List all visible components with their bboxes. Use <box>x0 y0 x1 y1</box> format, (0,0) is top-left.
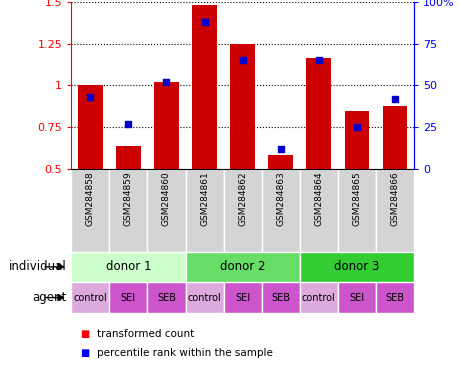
Bar <box>109 282 147 313</box>
Point <box>201 19 208 25</box>
Point <box>391 96 398 102</box>
Bar <box>71 169 109 252</box>
Bar <box>185 252 299 282</box>
Point <box>86 94 94 100</box>
Text: transformed count: transformed count <box>96 329 193 339</box>
Text: SEB: SEB <box>157 293 176 303</box>
Bar <box>382 106 407 169</box>
Point <box>353 124 360 130</box>
Text: donor 3: donor 3 <box>334 260 379 273</box>
Text: SEB: SEB <box>385 293 403 303</box>
Bar <box>261 169 299 252</box>
Text: GSM284866: GSM284866 <box>390 171 398 226</box>
Text: SEI: SEI <box>121 293 136 303</box>
Bar <box>185 282 223 313</box>
Bar <box>109 169 147 252</box>
Text: GSM284862: GSM284862 <box>238 171 246 226</box>
Bar <box>337 169 375 252</box>
Bar <box>71 252 185 282</box>
Text: control: control <box>301 293 335 303</box>
Text: ■: ■ <box>80 329 90 339</box>
Bar <box>268 155 292 169</box>
Bar <box>299 169 337 252</box>
Bar <box>306 58 330 169</box>
Text: donor 2: donor 2 <box>219 260 265 273</box>
Text: GSM284860: GSM284860 <box>162 171 171 226</box>
Bar <box>147 169 185 252</box>
Text: donor 1: donor 1 <box>106 260 151 273</box>
Text: GSM284865: GSM284865 <box>352 171 361 226</box>
Point <box>239 57 246 63</box>
Bar <box>261 282 299 313</box>
Text: percentile rank within the sample: percentile rank within the sample <box>96 348 272 358</box>
Bar <box>230 44 254 169</box>
Text: SEI: SEI <box>235 293 250 303</box>
Bar <box>116 146 140 169</box>
Text: individual: individual <box>9 260 67 273</box>
Point <box>276 146 284 152</box>
Text: SEI: SEI <box>348 293 364 303</box>
Point <box>124 121 132 127</box>
Text: ■: ■ <box>80 348 90 358</box>
Bar <box>375 282 413 313</box>
Bar <box>299 282 337 313</box>
Text: GSM284858: GSM284858 <box>86 171 95 226</box>
Bar <box>154 82 179 169</box>
Text: agent: agent <box>33 291 67 304</box>
Text: control: control <box>73 293 107 303</box>
Point <box>162 79 170 85</box>
Bar <box>71 282 109 313</box>
Text: GSM284861: GSM284861 <box>200 171 209 226</box>
Bar <box>185 169 223 252</box>
Text: SEB: SEB <box>271 293 290 303</box>
Bar <box>223 282 261 313</box>
Point <box>314 57 322 63</box>
Bar <box>337 282 375 313</box>
Bar <box>192 5 217 169</box>
Text: GSM284859: GSM284859 <box>123 171 133 226</box>
Bar <box>299 252 413 282</box>
Bar <box>78 85 102 169</box>
Bar <box>375 169 413 252</box>
Text: GSM284864: GSM284864 <box>313 171 323 226</box>
Text: GSM284863: GSM284863 <box>275 171 285 226</box>
Bar <box>344 111 369 169</box>
Bar <box>223 169 261 252</box>
Text: control: control <box>187 293 221 303</box>
Bar <box>147 282 185 313</box>
